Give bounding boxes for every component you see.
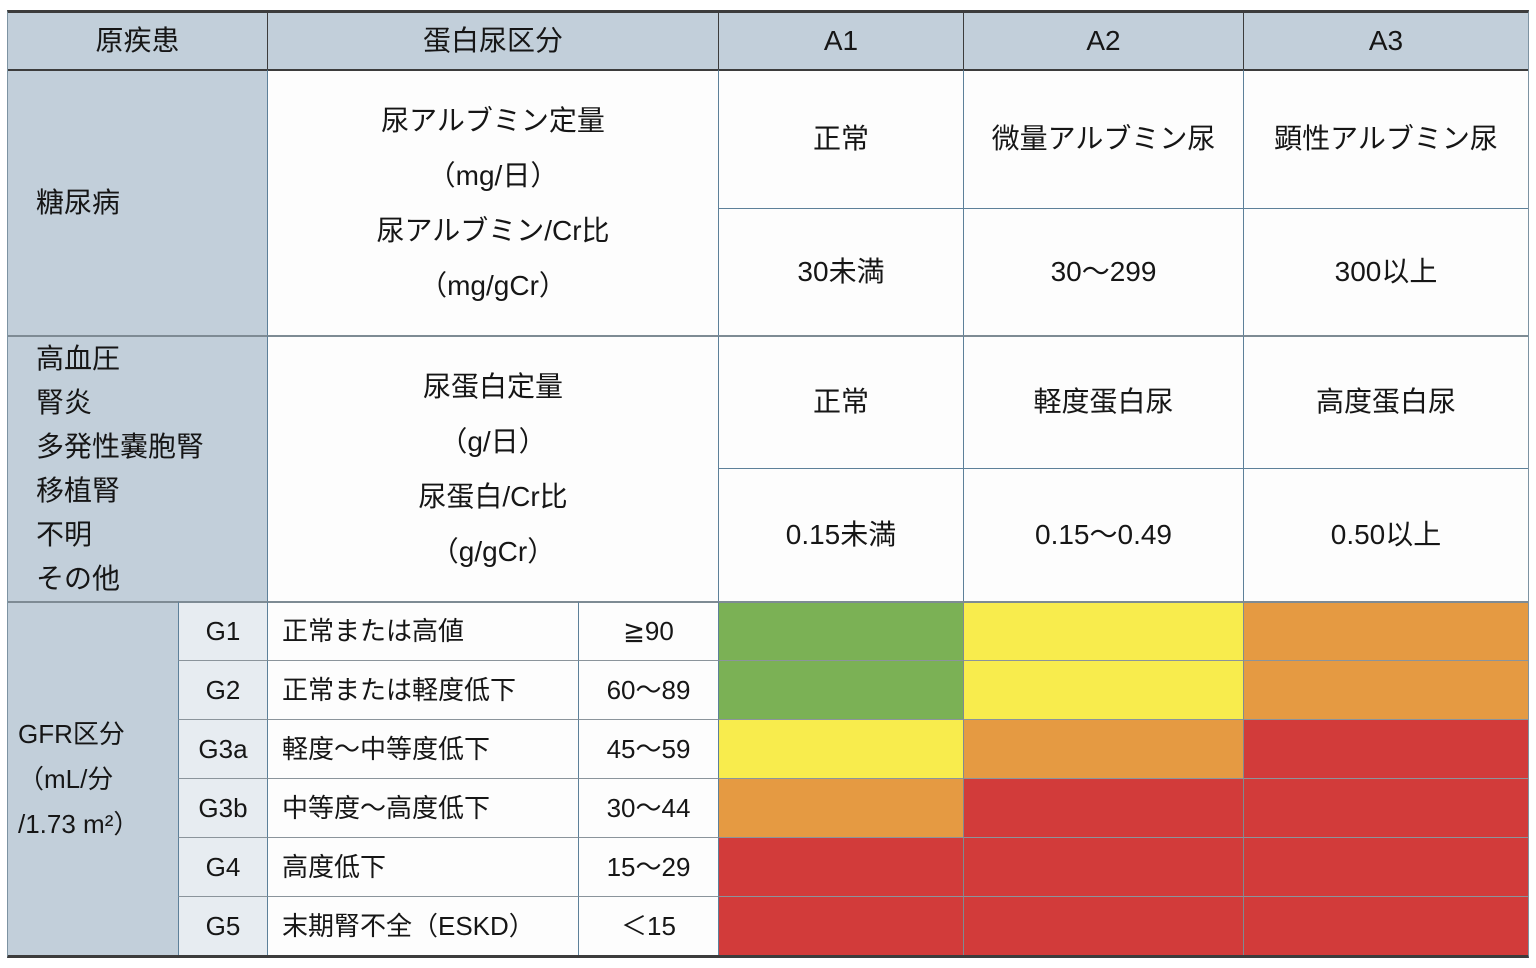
risk-cell-g5-a1 <box>718 896 963 955</box>
gfr-desc-g1: 正常または高値 <box>267 601 578 660</box>
diabetes-range-a1: 30未満 <box>718 208 963 335</box>
diabetes-category-a1: 正常 <box>718 69 963 208</box>
gfr-desc-g4: 高度低下 <box>267 837 578 896</box>
gfr-desc-g3b: 中等度〜高度低下 <box>267 778 578 837</box>
diabetes-range-a3: 300以上 <box>1243 208 1528 335</box>
diabetes-range-a2: 30〜299 <box>963 208 1243 335</box>
other-range-a1: 0.15未満 <box>718 468 963 601</box>
other-category-a1: 正常 <box>718 335 963 468</box>
other-measure-cell: 尿蛋白定量 （g/日） 尿蛋白/Cr比 （g/gCr） <box>267 335 718 601</box>
header-cell-a3: A3 <box>1243 13 1528 69</box>
gfr-grade-g3b: G3b <box>178 778 267 837</box>
gfr-range-g4: 15〜29 <box>578 837 718 896</box>
risk-cell-g2-a1 <box>718 660 963 719</box>
gfr-range-g3b: 30〜44 <box>578 778 718 837</box>
risk-cell-g3b-a3 <box>1243 778 1528 837</box>
risk-cell-g3a-a1 <box>718 719 963 778</box>
gfr-grade-g3a: G3a <box>178 719 267 778</box>
risk-cell-g1-a1 <box>718 601 963 660</box>
risk-cell-g3b-a1 <box>718 778 963 837</box>
gfr-grade-g5: G5 <box>178 896 267 955</box>
other-category-a2: 軽度蛋白尿 <box>963 335 1243 468</box>
risk-cell-g4-a1 <box>718 837 963 896</box>
risk-cell-g4-a2 <box>963 837 1243 896</box>
risk-cell-g5-a2 <box>963 896 1243 955</box>
diabetes-category-a3: 顕性アルブミン尿 <box>1243 69 1528 208</box>
header-cell-proteinuria: 蛋白尿区分 <box>267 13 718 69</box>
risk-cell-g1-a3 <box>1243 601 1528 660</box>
gfr-range-g3a: 45〜59 <box>578 719 718 778</box>
other-category-a3: 高度蛋白尿 <box>1243 335 1528 468</box>
gfr-range-g1: ≧90 <box>578 601 718 660</box>
page: { "table": { "header": { "disease_col": … <box>0 10 1536 968</box>
gfr-grade-g1: G1 <box>178 601 267 660</box>
gfr-desc-g5: 末期腎不全（ESKD） <box>267 896 578 955</box>
risk-cell-g2-a3 <box>1243 660 1528 719</box>
other-range-a3: 0.50以上 <box>1243 468 1528 601</box>
risk-cell-g3a-a3 <box>1243 719 1528 778</box>
diabetes-category-a2: 微量アルブミン尿 <box>963 69 1243 208</box>
header-cell-a2: A2 <box>963 13 1243 69</box>
risk-cell-g3b-a2 <box>963 778 1243 837</box>
risk-cell-g2-a2 <box>963 660 1243 719</box>
gfr-desc-g3a: 軽度〜中等度低下 <box>267 719 578 778</box>
other-diseases-cell: 高血圧 腎炎 多発性嚢胞腎 移植腎 不明 その他 <box>8 335 267 601</box>
gfr-range-g2: 60〜89 <box>578 660 718 719</box>
diabetes-disease-cell: 糖尿病 <box>8 69 267 335</box>
other-range-a2: 0.15〜0.49 <box>963 468 1243 601</box>
header-cell-a1: A1 <box>718 13 963 69</box>
gfr-label-cell: GFR区分 （mL/分 /1.73 m²） <box>8 601 178 955</box>
risk-cell-g3a-a2 <box>963 719 1243 778</box>
gfr-grade-g4: G4 <box>178 837 267 896</box>
diabetes-measure-cell: 尿アルブミン定量 （mg/日） 尿アルブミン/Cr比 （mg/gCr） <box>267 69 718 335</box>
gfr-range-g5: ＜15 <box>578 896 718 955</box>
risk-cell-g1-a2 <box>963 601 1243 660</box>
risk-cell-g4-a3 <box>1243 837 1528 896</box>
risk-cell-g5-a3 <box>1243 896 1528 955</box>
gfr-desc-g2: 正常または軽度低下 <box>267 660 578 719</box>
header-cell-primary-disease: 原疾患 <box>8 13 267 69</box>
gfr-grade-g2: G2 <box>178 660 267 719</box>
ckd-severity-table: 原疾患 蛋白尿区分 A1 A2 A3 糖尿病 尿アルブミン定量 （mg/日） 尿… <box>7 10 1529 958</box>
